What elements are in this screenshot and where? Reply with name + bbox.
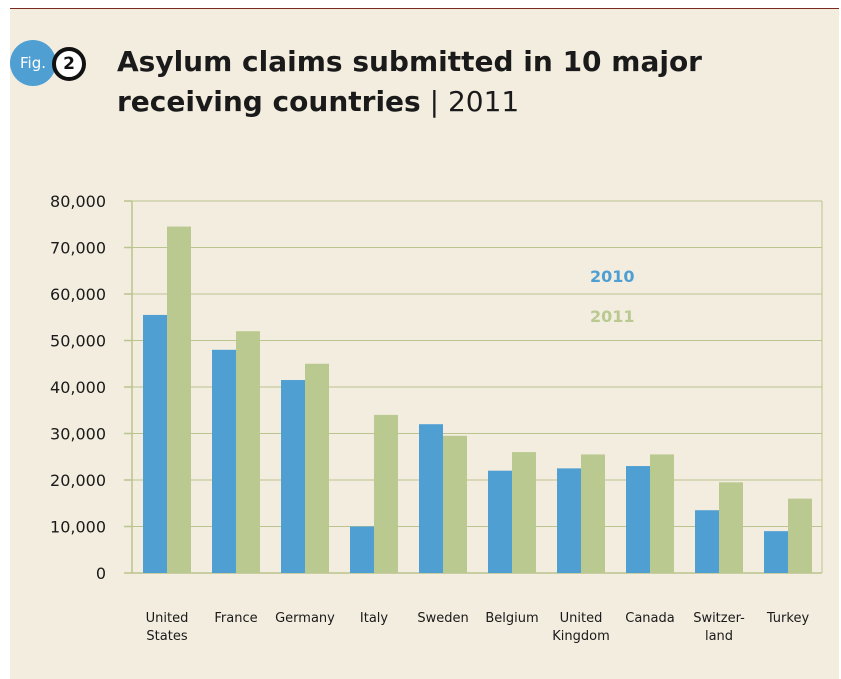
bar-2011: [512, 452, 536, 573]
bar-2011: [650, 454, 674, 573]
bar-2011: [443, 435, 467, 573]
x-tick-label: Switzer-: [693, 611, 745, 626]
x-tick-label: Turkey: [766, 611, 810, 626]
chart-title: Asylum claims submitted in 10 major rece…: [117, 42, 832, 122]
bar-2011: [788, 498, 812, 573]
bar-2010: [212, 349, 236, 573]
chart-title-separator: |: [429, 85, 440, 118]
bar-2011: [719, 482, 743, 573]
x-tick-label: United: [146, 611, 189, 626]
figure-number-badge: 2: [52, 47, 86, 81]
x-tick-label: Canada: [625, 611, 674, 626]
y-tick-label: 30,000: [50, 425, 106, 444]
bar-2010: [557, 468, 581, 573]
x-tick-label: Belgium: [485, 611, 538, 626]
x-tick-label: France: [214, 611, 257, 626]
y-tick-label: 80,000: [50, 192, 106, 211]
x-tick-label: States: [146, 629, 187, 644]
x-tick-label: land: [705, 629, 733, 644]
y-tick-label: 40,000: [50, 378, 106, 397]
legend-2010: 2010: [590, 267, 635, 286]
bar-2010: [764, 531, 788, 573]
bar-2010: [488, 470, 512, 573]
bar-2011: [236, 331, 260, 573]
y-tick-label: 0: [96, 564, 106, 583]
y-tick-label: 10,000: [50, 518, 106, 537]
bar-2010: [419, 424, 443, 573]
bar-2010: [350, 526, 374, 573]
bar-2010: [281, 380, 305, 573]
bar-2011: [167, 226, 191, 573]
bar-2011: [581, 454, 605, 573]
bar-2010: [695, 510, 719, 573]
y-tick-label: 20,000: [50, 471, 106, 490]
x-tick-label: Italy: [360, 611, 389, 626]
bar-2011: [374, 414, 398, 573]
y-tick-label: 60,000: [50, 285, 106, 304]
legend-2011: 2011: [590, 307, 635, 326]
y-tick-label: 70,000: [50, 239, 106, 258]
chart-title-year: 2011: [447, 85, 520, 118]
bar-2010: [143, 314, 167, 573]
x-tick-label: United: [560, 611, 603, 626]
x-tick-label: Kingdom: [552, 629, 610, 644]
chart-title-main: Asylum claims submitted in 10 major rece…: [117, 45, 702, 118]
bar-2011: [305, 363, 329, 573]
fig-badge: Fig.: [10, 40, 56, 86]
x-tick-label: Germany: [275, 611, 335, 626]
y-tick-label: 50,000: [50, 332, 106, 351]
bar-2010: [626, 466, 650, 573]
x-tick-label: Sweden: [417, 611, 468, 626]
